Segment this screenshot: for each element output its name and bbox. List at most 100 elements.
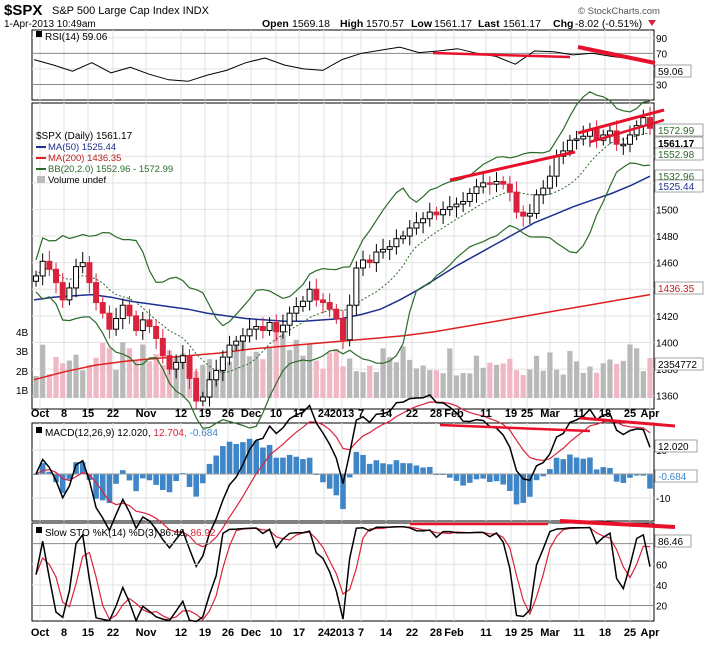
price-bar-body [159, 337, 166, 357]
macd-hist-bar [126, 474, 133, 481]
price-bar-body [380, 248, 387, 253]
macd-hist-bar [380, 463, 386, 474]
price-tick: 1360 [656, 392, 679, 403]
macd-hist-bar [99, 474, 106, 501]
x-label: Apr [641, 627, 661, 639]
bb-mid-line [35, 132, 651, 374]
volume-bar [93, 357, 99, 398]
x-label: Mar [540, 408, 560, 420]
macd-hist-bar [79, 462, 86, 474]
volume-tick: 3B [16, 347, 29, 358]
macd-legend: MACD(12,26,9) 12.020, 12.704, -0.684 [36, 427, 218, 439]
sto-value-tag-box [654, 534, 692, 548]
price-bar-body [366, 259, 373, 264]
macd-hist-bar [620, 474, 627, 484]
price-bar-body [533, 194, 540, 214]
price-bar-body [46, 260, 53, 270]
volume-tick: 2B [16, 367, 29, 378]
last-value: 1561.17 [503, 18, 541, 30]
price-trendline-3 [589, 118, 665, 144]
price-bar-body [286, 312, 293, 326]
x-label: 14 [380, 627, 393, 639]
ma50-tag: 1525.44 [658, 182, 695, 193]
volume-bar [40, 344, 46, 398]
macd-hist-bar [200, 474, 206, 484]
macd-hist-bar [393, 460, 400, 474]
volume-bar [413, 368, 420, 398]
price-bar-body [346, 304, 353, 341]
x-label: 15 [82, 408, 94, 420]
rsi-line [33, 46, 651, 82]
macd-hist-bar [627, 474, 633, 478]
price-bar-body [506, 183, 513, 193]
volume-bar [226, 361, 233, 398]
x-label: 18 [599, 627, 611, 639]
volume-bar [560, 374, 566, 398]
volume-bar [533, 355, 540, 398]
macd-hist-bar [173, 474, 179, 482]
x-label: 11 [573, 627, 585, 639]
x-label: 8 [61, 627, 67, 639]
ma200-line [33, 293, 651, 381]
x-label: 24 [318, 627, 331, 639]
volume-bar [160, 365, 166, 398]
macd-hist-bar [607, 467, 613, 474]
price-bar-body [540, 187, 547, 196]
volume-bar [393, 362, 399, 398]
volume-bar [373, 372, 379, 398]
price-tick: 1380 [656, 365, 679, 376]
price-bar-body [553, 155, 560, 177]
macd-hist-bar [146, 474, 153, 481]
volume-bar [634, 348, 640, 398]
price-bar-body [106, 312, 113, 330]
x-label: 7 [358, 627, 364, 639]
volume-bar [266, 346, 273, 398]
macd-hist-bar [353, 451, 360, 474]
volume-tag: 2354772 [658, 360, 697, 371]
macd-hist-tag: -0.684 [658, 472, 687, 483]
price-bar-body [333, 308, 340, 320]
price-bar-body [246, 328, 253, 337]
price-bar-body [59, 282, 66, 301]
rsi-trendline-1 [432, 51, 571, 59]
volume-bar [493, 364, 500, 398]
macd-line [35, 393, 651, 568]
volume-bar [547, 352, 553, 398]
x-label: 10 [270, 627, 282, 639]
volume-bar [106, 348, 113, 398]
indicator-lines [33, 91, 651, 429]
macd-hist-bar [473, 474, 480, 480]
volume-bar [453, 375, 460, 398]
macd-hist-bar [86, 474, 93, 480]
macd-hist-bar [266, 444, 273, 474]
macd-hist-bar [340, 474, 346, 510]
macd-hist-bar [527, 474, 533, 497]
volume-bar [380, 348, 386, 398]
volume-bar [33, 376, 39, 398]
price-bar-body [186, 355, 193, 379]
volume-bar [480, 367, 486, 398]
macd-hist-bar [93, 474, 99, 499]
volume-bar [647, 357, 653, 398]
macd-hist-bar [446, 474, 453, 478]
price-bar-body [199, 396, 206, 402]
volume-bar [140, 344, 146, 398]
bb-upper-line [35, 91, 651, 327]
volume-bar [86, 364, 92, 398]
sto-value-tag: 86.46 [658, 537, 683, 548]
price-bar-body [273, 322, 280, 333]
macd-hist-bar [246, 438, 253, 474]
rsi-value-tag: 59.06 [658, 67, 683, 78]
volume-bar [273, 332, 279, 398]
x-label: Feb [444, 408, 464, 420]
macd-value-tag-box [654, 439, 698, 453]
price-legend-title: $SPX (Daily) 1561.17 [36, 131, 133, 142]
price-bar-body [440, 208, 447, 216]
ma200-legend: MA(200) 1436.35 [48, 153, 121, 164]
x-label: 8 [61, 408, 67, 420]
macd-hist-bar [213, 455, 219, 474]
volume-bar [627, 344, 633, 398]
macd-hist-bar [553, 457, 560, 474]
volume-bar [200, 364, 206, 398]
price-bar-body [513, 191, 520, 213]
